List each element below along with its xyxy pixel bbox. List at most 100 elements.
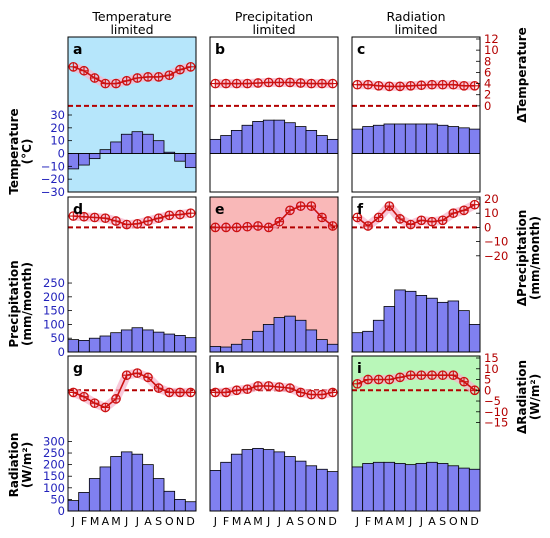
bar-S <box>294 460 307 512</box>
bar-M <box>110 141 122 154</box>
delta-point-cross <box>243 79 252 88</box>
delta-point-cross <box>253 221 263 231</box>
panel-frame <box>351 355 481 512</box>
panel-background <box>352 37 480 192</box>
delta-point-cross <box>328 221 337 231</box>
right-label-0: ΔTemperature <box>515 27 529 123</box>
bar-F <box>362 330 374 353</box>
bar-A <box>284 315 296 353</box>
delta-point-cross <box>264 78 273 87</box>
delta-point-cross <box>296 388 305 397</box>
bar-F <box>78 340 90 353</box>
right-label-line: (mm/month) <box>528 216 542 300</box>
delta-point-cross <box>165 211 174 220</box>
month-label: A <box>244 515 252 528</box>
delta-point-cross <box>186 62 195 72</box>
bar-M <box>230 453 243 512</box>
delta-point-cross <box>175 388 185 397</box>
bar-M <box>372 461 385 512</box>
delta-point-cross <box>154 213 163 223</box>
delta-point-cross <box>307 201 316 211</box>
left-label-2: Radiation (W/m²) <box>7 433 34 498</box>
bar-J <box>351 128 364 154</box>
panel-frame <box>209 196 339 353</box>
bar-M <box>252 330 264 353</box>
bar-J <box>262 324 275 353</box>
left-label-line2: (mm/month) <box>20 262 34 346</box>
delta-point-cross <box>438 80 447 89</box>
bar-D <box>184 337 197 353</box>
month-label: M <box>253 515 263 528</box>
right-tick-label: −20 <box>484 249 508 263</box>
panel-frame <box>67 196 197 353</box>
delta-point-cross <box>186 388 195 397</box>
delta-point-cross <box>449 80 458 89</box>
delta-point-cross <box>232 223 241 232</box>
y-tick-label: 150 <box>43 469 65 483</box>
panel-letter: c <box>357 42 365 58</box>
bar-O <box>163 333 176 353</box>
y-tick-label: 0 <box>58 504 65 518</box>
delta-point-cross <box>122 220 131 229</box>
bar-O <box>447 300 460 353</box>
bar-M <box>394 123 406 154</box>
delta-point-cross <box>328 79 337 88</box>
bar-N <box>174 153 186 162</box>
delta-point-cross <box>449 371 458 380</box>
column-title-1: Precipitation <box>235 9 313 24</box>
delta-point-cross <box>133 219 142 229</box>
right-tick-label: 4 <box>484 77 491 91</box>
panel-frame <box>351 36 481 193</box>
month-label: F <box>81 515 87 528</box>
bar-S <box>436 301 449 353</box>
bar-J <box>273 317 286 353</box>
bar-A <box>99 335 112 353</box>
bar-O <box>163 490 176 512</box>
month-label: F <box>365 515 371 528</box>
bar-N <box>316 339 328 353</box>
bar-M <box>372 319 385 353</box>
y-tick-label: 10 <box>50 134 65 148</box>
delta-point-cross <box>111 394 121 404</box>
bar-J <box>351 466 364 512</box>
delta-point-cross <box>221 388 231 397</box>
delta-point-cross <box>438 216 447 225</box>
bar-F <box>220 135 232 154</box>
bar-M <box>110 456 122 512</box>
delta-point-cross <box>317 79 327 88</box>
delta-point-cross <box>175 210 185 219</box>
delta-point-cross <box>353 80 362 89</box>
delta-point-cross <box>328 388 337 397</box>
panel-letter: g <box>73 361 83 377</box>
delta-point-cross <box>406 371 415 380</box>
bar-J <box>131 131 144 154</box>
delta-point-cross <box>385 201 394 211</box>
month-label: D <box>470 515 478 528</box>
bar-J <box>404 290 417 353</box>
bar-S <box>294 319 307 353</box>
bar-J <box>273 119 286 154</box>
bar-J <box>120 451 133 512</box>
bar-J <box>415 463 428 512</box>
bar-A <box>142 464 154 512</box>
month-label: S <box>297 515 304 528</box>
bar-J <box>67 500 80 512</box>
bar-A <box>142 133 154 154</box>
y-tick-label: 100 <box>43 481 65 495</box>
left-label-0: Temperature (°C) <box>7 108 34 194</box>
month-label: S <box>439 515 446 528</box>
right-tick-label: 10 <box>484 206 499 220</box>
bar-J <box>209 138 222 154</box>
delta-point-cross <box>165 71 174 80</box>
panel-letter: d <box>73 202 83 218</box>
month-label: M <box>395 515 405 528</box>
delta-point-cross <box>69 388 78 397</box>
left-label-line1: Precipitation <box>7 260 21 347</box>
y-tick-label: 100 <box>43 317 65 331</box>
delta-point-cross <box>111 79 121 88</box>
right-tick-label: 0 <box>484 383 491 397</box>
month-label: J <box>213 515 217 528</box>
panel-b: b <box>209 36 339 193</box>
delta-point-cross <box>175 65 185 74</box>
